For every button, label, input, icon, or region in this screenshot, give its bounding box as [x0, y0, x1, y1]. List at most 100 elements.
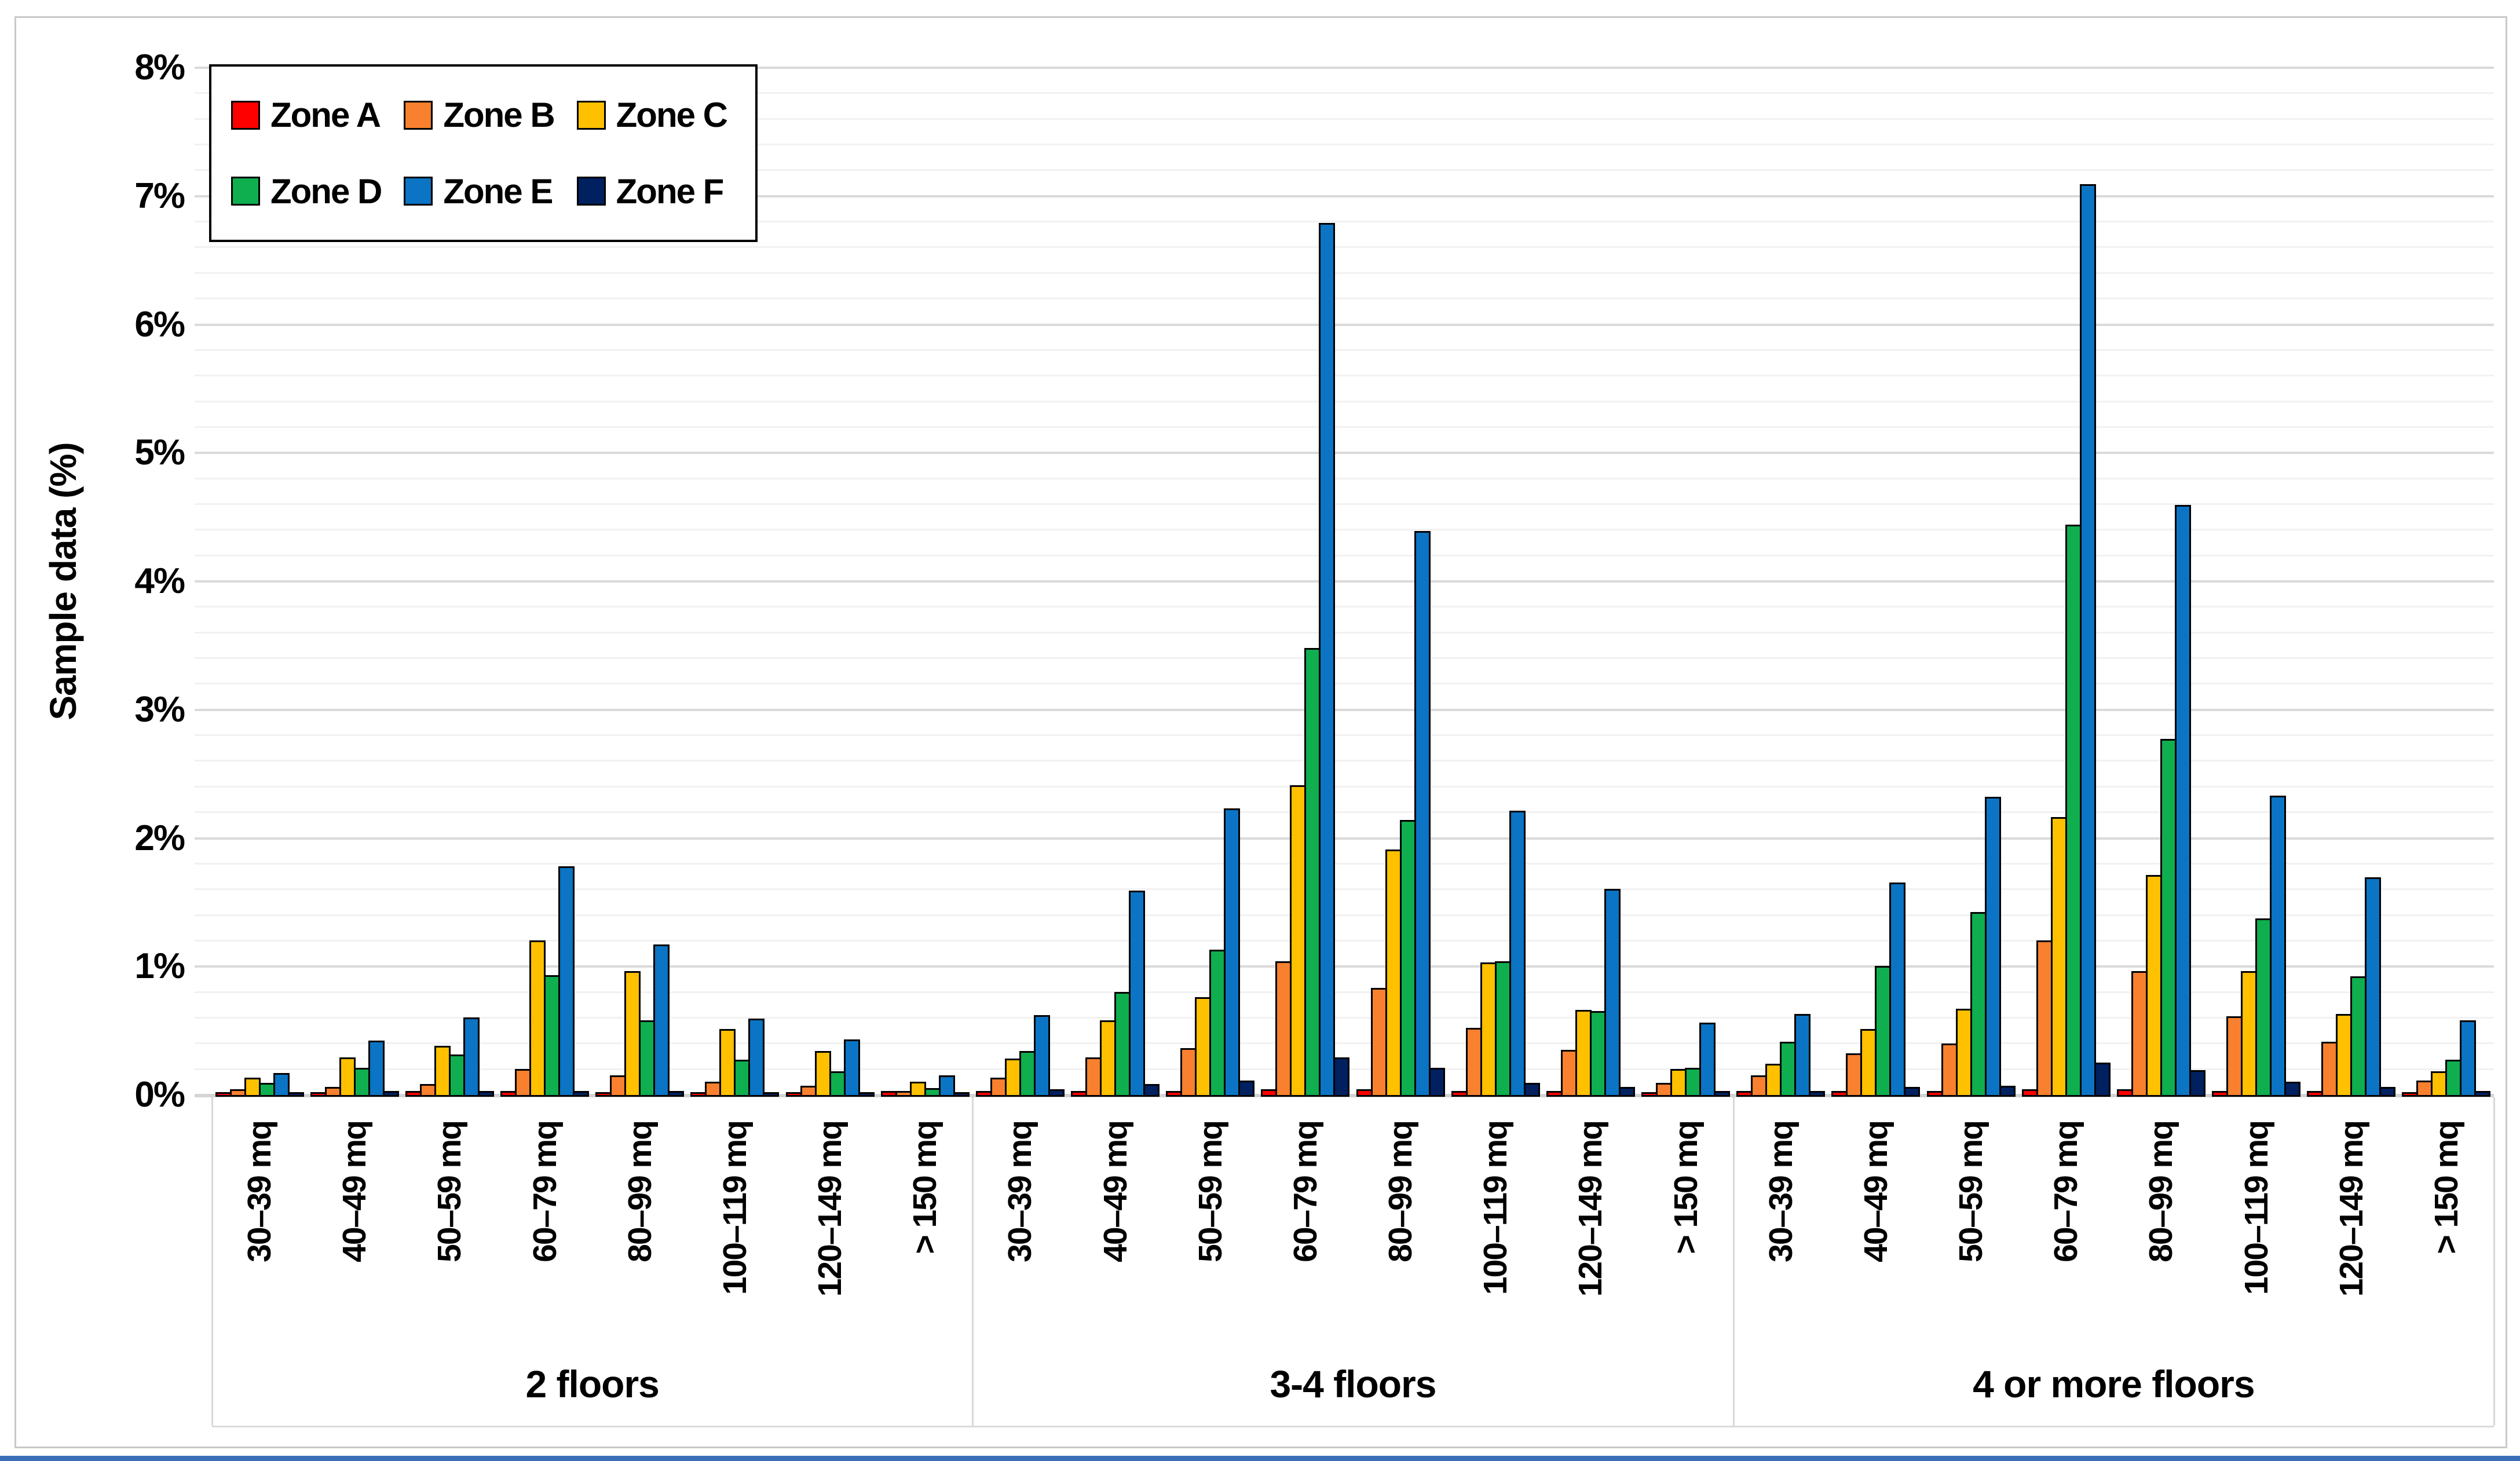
bar-zone-e: [843, 1039, 860, 1097]
major-gridline: [195, 323, 2494, 326]
chart-legend: Zone A Zone B Zone C Zone D Zone E Zone F: [209, 64, 758, 242]
bar-zone-b: [515, 1068, 532, 1097]
bar-zone-a: [880, 1090, 897, 1097]
y-tick-label: 1%: [134, 946, 185, 987]
bar-zone-e: [2460, 1020, 2477, 1097]
bar-zone-b: [2131, 971, 2148, 1097]
bar-zone-f: [2379, 1086, 2396, 1097]
legend-label: Zone F: [616, 171, 725, 211]
bar-zone-b: [2416, 1080, 2433, 1097]
bar-zone-a: [1546, 1090, 1563, 1097]
minor-gridline: [195, 400, 2494, 402]
legend-item-zone-e: Zone E: [404, 171, 576, 211]
legend-item-zone-f: Zone F: [576, 171, 749, 211]
x-category-label: 30–39 mq: [1001, 1121, 1039, 1262]
x-category-label: 100–119 mq: [716, 1121, 754, 1295]
bar-zone-e: [2174, 505, 2191, 1097]
bar-zone-c: [719, 1029, 736, 1097]
legend-item-zone-b: Zone B: [404, 95, 576, 135]
bar-zone-f: [1999, 1085, 2016, 1097]
bar-zone-f: [382, 1090, 399, 1097]
x-category-label: 40–49 mq: [1857, 1121, 1894, 1262]
minor-gridline: [195, 888, 2494, 891]
legend-swatch-icon: [231, 100, 260, 130]
bar-zone-e: [2365, 877, 2382, 1097]
bar-zone-a: [1261, 1089, 1278, 1097]
legend-swatch-icon: [576, 100, 606, 130]
bar-zone-e: [653, 944, 670, 1097]
bar-zone-f: [1048, 1089, 1065, 1097]
bar-zone-a: [2021, 1089, 2038, 1097]
bar-zone-b: [1656, 1083, 1673, 1097]
bar-zone-c: [244, 1078, 261, 1097]
bar-zone-a: [500, 1090, 517, 1097]
bar-zone-c: [1765, 1063, 1782, 1097]
bar-zone-f: [2094, 1062, 2111, 1097]
x-category-label: 60–79 mq: [2047, 1121, 2085, 1262]
x-category-label: 100–119 mq: [2237, 1121, 2275, 1295]
bar-zone-d: [544, 975, 561, 1097]
bar-zone-b: [2321, 1042, 2338, 1097]
legend-label: Zone E: [443, 171, 553, 211]
bar-zone-d: [448, 1054, 465, 1097]
label-area-bottom-line: [212, 1426, 2494, 1427]
bar-zone-d: [258, 1083, 275, 1097]
minor-gridline: [195, 272, 2494, 274]
bar-zone-e: [1129, 890, 1146, 1097]
bar-zone-d: [734, 1060, 751, 1097]
bar-zone-e: [1319, 222, 1336, 1097]
x-category-label: 50–59 mq: [1952, 1121, 1990, 1262]
bar-zone-b: [1085, 1057, 1102, 1097]
bar-zone-b: [1465, 1027, 1482, 1097]
x-category-label: 100–119 mq: [1477, 1121, 1515, 1295]
bar-zone-b: [1560, 1049, 1577, 1097]
minor-gridline: [195, 144, 2494, 146]
x-category-label: 80–99 mq: [1382, 1121, 1420, 1262]
minor-gridline: [195, 862, 2494, 865]
minor-gridline: [195, 246, 2494, 248]
bar-zone-f: [1618, 1086, 1635, 1097]
y-tick-label: 7%: [134, 175, 185, 216]
bar-zone-a: [1071, 1090, 1088, 1097]
minor-gridline: [195, 657, 2494, 660]
bar-zone-b: [705, 1082, 722, 1097]
bar-zone-e: [1509, 811, 1526, 1097]
y-tick-label: 6%: [134, 304, 185, 345]
bar-zone-f: [2474, 1090, 2491, 1097]
x-group-label: 3-4 floors: [1270, 1363, 1436, 1405]
minor-gridline: [195, 503, 2494, 505]
bar-zone-d: [1875, 966, 1892, 1097]
legend-label: Zone D: [270, 171, 382, 211]
bar-zone-c: [1575, 1009, 1592, 1097]
group-separator-line: [1732, 1097, 1735, 1426]
bar-zone-e: [1604, 889, 1621, 1097]
bar-zone-d: [1304, 647, 1321, 1097]
legend-item-zone-d: Zone D: [231, 171, 404, 211]
bar-zone-e: [938, 1075, 955, 1097]
bar-zone-f: [477, 1090, 494, 1097]
bar-zone-b: [1846, 1053, 1863, 1097]
bar-zone-c: [2431, 1071, 2448, 1097]
bar-zone-c: [1860, 1029, 1877, 1097]
minor-gridline: [195, 426, 2494, 428]
bar-zone-d: [1589, 1011, 1606, 1097]
bar-zone-c: [1100, 1020, 1117, 1097]
bar-zone-c: [1670, 1068, 1687, 1097]
bar-zone-d: [1494, 961, 1511, 1097]
bar-zone-d: [1970, 912, 1987, 1097]
bar-zone-e: [463, 1017, 480, 1097]
x-category-label: > 150 mq: [1667, 1121, 1705, 1254]
bar-zone-e: [1414, 530, 1431, 1097]
bar-zone-a: [975, 1090, 992, 1097]
bar-zone-e: [368, 1041, 385, 1097]
bar-zone-a: [2307, 1090, 2324, 1097]
bar-zone-a: [2402, 1092, 2419, 1097]
minor-gridline: [195, 477, 2494, 479]
x-category-label: 120–149 mq: [2332, 1121, 2370, 1297]
bar-zone-b: [1370, 988, 1387, 1097]
bar-zone-d: [2065, 524, 2082, 1097]
bar-zone-a: [1926, 1090, 1943, 1097]
bar-zone-a: [2116, 1089, 2133, 1097]
bar-zone-c: [339, 1057, 356, 1097]
bar-zone-f: [953, 1092, 970, 1097]
